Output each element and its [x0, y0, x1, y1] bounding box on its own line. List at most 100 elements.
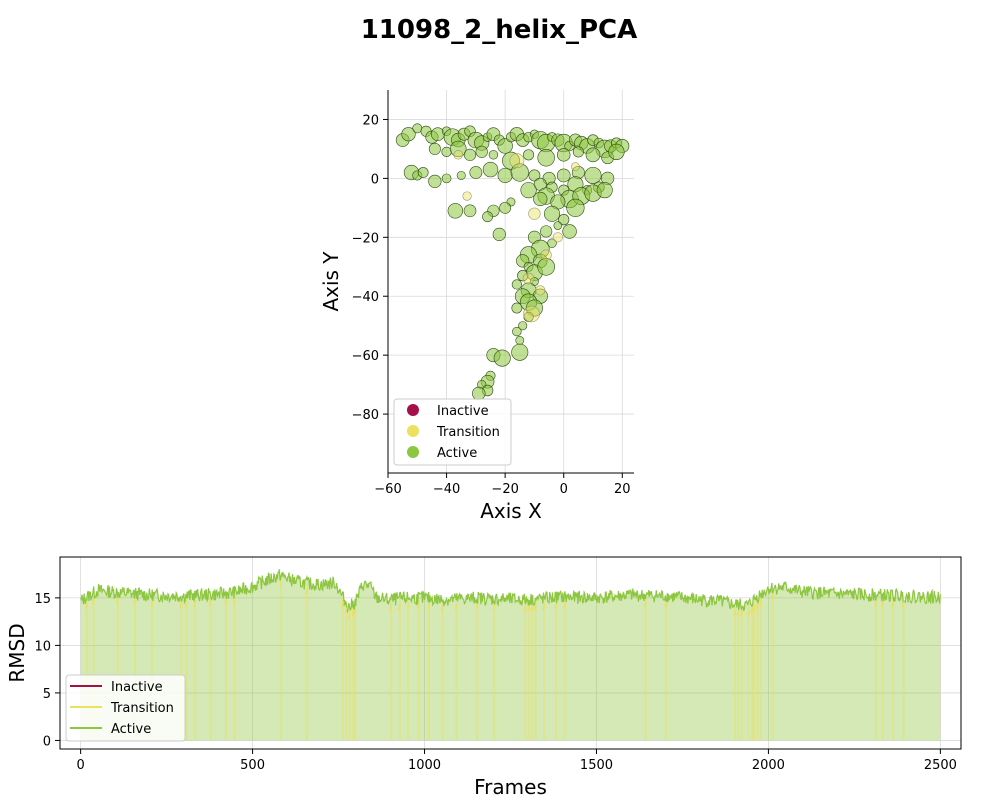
rmsd-line-transition-segment	[179, 601, 183, 608]
rmsd-transition-band	[759, 594, 762, 741]
rmsd-line-transition-segment	[891, 601, 895, 608]
scatter-point-active	[540, 225, 553, 238]
rmsd-transition-band	[352, 604, 355, 741]
scatter-y-tick-label: −80	[352, 408, 379, 423]
rmsd-transition-band	[493, 598, 496, 741]
rmsd-transition-band	[180, 595, 183, 741]
scatter-point-active	[492, 227, 506, 241]
rmsd-transition-band	[398, 598, 401, 741]
scatter-point-active	[562, 224, 577, 239]
scatter-point-active	[482, 161, 499, 178]
rmsd-line-transition-segment	[416, 603, 420, 610]
line-y-axis-label: RMSD	[5, 623, 29, 682]
rmsd-line-transition-segment	[348, 612, 352, 619]
scatter-legend-marker-inactive	[407, 404, 419, 416]
scatter-point-active	[510, 163, 529, 182]
scatter-point-active	[566, 198, 585, 217]
scatter-point-transition	[522, 272, 535, 285]
rmsd-line-transition-segment	[454, 604, 458, 611]
rmsd-line-transition-segment	[643, 600, 647, 607]
rmsd-line-transition-segment	[901, 601, 905, 608]
rmsd-line-transition-segment	[389, 605, 393, 612]
rmsd-line-transition-segment	[874, 600, 878, 607]
line-y-tick-label: 10	[34, 639, 51, 654]
scatter-point-active	[557, 148, 571, 162]
rmsd-transition-band	[543, 598, 546, 741]
rmsd-line-transition-segment	[133, 599, 137, 606]
rmsd-transition-band	[902, 595, 905, 741]
rmsd-transition-band	[881, 595, 884, 741]
rmsd-transition-band	[751, 602, 754, 741]
scatter-point-active	[515, 336, 525, 345]
line-plot-frame	[59, 556, 962, 750]
scatter-y-tick-label: 0	[371, 172, 379, 187]
rmsd-transition-band	[734, 604, 737, 741]
rmsd-line-transition-segment	[341, 601, 345, 608]
rmsd-transition-band	[752, 600, 755, 741]
rmsd-transition-band	[348, 607, 351, 741]
rmsd-line-transition-segment	[526, 605, 530, 612]
rmsd-transition-band	[555, 597, 558, 741]
rmsd-line-transition-segment	[353, 608, 357, 615]
scatter-point-active	[558, 214, 570, 226]
scatter-x-tick-label: −40	[433, 482, 460, 497]
scatter-point-transition	[453, 150, 463, 160]
scatter-point-active	[596, 182, 613, 199]
rmsd-transition-band	[116, 592, 119, 741]
rmsd-transition-band	[417, 597, 420, 741]
line-legend-label-inactive: Inactive	[111, 680, 163, 695]
line-legend-label-active: Active	[111, 722, 151, 737]
scatter-point-active	[447, 203, 464, 219]
scatter-point-active	[556, 168, 571, 183]
scatter-y-tick-label: −40	[352, 290, 379, 305]
rmsd-transition-band	[756, 597, 759, 741]
rmsd-line-transition-segment	[475, 603, 479, 610]
scatter-point-active	[523, 149, 535, 161]
rmsd-transition-band	[644, 595, 647, 741]
line-x-tick-label: 2000	[752, 758, 785, 773]
rmsd-line-transition-segment	[542, 604, 546, 611]
line-x-axis-label: Frames	[474, 775, 547, 799]
rmsd-line-transition-segment	[406, 603, 410, 610]
rmsd-line-active	[80, 569, 941, 614]
scatter-y-tick-label: −20	[352, 231, 379, 246]
rmsd-line-transition-segment	[193, 600, 197, 607]
scatter-x-tick-label: −20	[491, 482, 518, 497]
rmsd-line-panel: 0 500 1000 1500 2000 2500 0 5 10 15 Frames RMSD Inac…	[5, 556, 962, 799]
rmsd-transition-band	[151, 595, 154, 741]
rmsd-transition-band	[233, 592, 236, 741]
scatter-y-axis-label: Axis Y	[319, 251, 343, 312]
scatter-point-active	[547, 238, 557, 248]
scatter-point-transition	[571, 162, 580, 171]
rmsd-line-transition-segment	[664, 601, 668, 608]
scatter-point-active	[537, 149, 555, 167]
scatter-point-active	[463, 204, 477, 218]
scatter-point-active	[517, 270, 529, 282]
rmsd-transition-band	[305, 583, 308, 741]
rmsd-transition-band	[194, 595, 197, 741]
rmsd-transition-band	[563, 596, 566, 741]
rmsd-transition-band	[341, 595, 344, 741]
figure-title: 11098_2_helix_PCA	[361, 15, 638, 45]
rmsd-line-transition-segment	[351, 610, 355, 617]
scatter-point-active	[520, 182, 537, 199]
rmsd-line-transition-segment	[733, 610, 737, 617]
rmsd-transition-band	[527, 599, 530, 741]
line-legend-label-transition: Transition	[110, 701, 174, 716]
rmsd-line-transition-segment	[533, 604, 537, 611]
rmsd-transition-band	[354, 603, 357, 741]
rmsd-transition-band	[441, 599, 444, 741]
scatter-point-transition	[462, 191, 472, 201]
scatter-point-transition	[535, 285, 546, 296]
scatter-point-active	[488, 150, 499, 160]
scatter-point-active	[585, 147, 601, 163]
rmsd-line-transition-segment	[91, 598, 95, 605]
rmsd-transition-band	[133, 593, 136, 741]
scatter-point-active	[497, 167, 513, 183]
rmsd-line-transition-segment	[344, 607, 348, 614]
scatter-point-active	[456, 170, 466, 180]
scatter-point-active	[428, 142, 441, 155]
rmsd-transition-band	[892, 595, 895, 741]
scatter-point-active	[533, 191, 548, 207]
scatter-point-transition	[552, 232, 563, 243]
